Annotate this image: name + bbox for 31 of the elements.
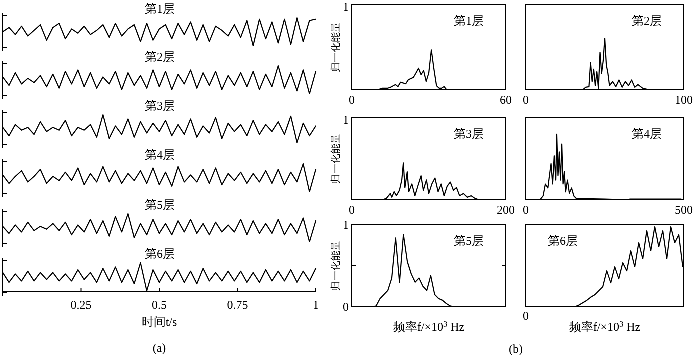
chart-title: 第6层 bbox=[145, 247, 175, 261]
y-axis-title: 归一化能量 bbox=[330, 22, 342, 72]
y-axis-title: 归一化能量 bbox=[330, 134, 342, 184]
x-tick-label: 0.25 bbox=[70, 298, 92, 312]
x-axis-title: 频率f/×10$^{3}$ Hz bbox=[569, 320, 641, 334]
chart-title: 第5层 bbox=[145, 198, 175, 212]
x-tick-label: 100 bbox=[675, 93, 693, 107]
chart-title: 第3层 bbox=[454, 127, 484, 141]
text: (b) bbox=[509, 342, 523, 356]
x-tick-label: 0 bbox=[523, 203, 529, 217]
chart-title: 第3层 bbox=[145, 99, 175, 113]
chart-title: 第4层 bbox=[632, 127, 662, 141]
x-tick-label: 0 bbox=[523, 93, 529, 107]
text: 第6层 bbox=[548, 234, 578, 248]
y-axis-title: 归一化能量 bbox=[330, 241, 342, 291]
chart-title: 第1层 bbox=[145, 2, 175, 16]
x-tick-label: 200 bbox=[497, 203, 515, 217]
x-tick-label: 500 bbox=[675, 203, 693, 217]
x-tick-label: 0.5 bbox=[152, 298, 167, 312]
text: 第5层 bbox=[454, 234, 484, 248]
text: (a) bbox=[152, 341, 166, 355]
chart-title: 第2层 bbox=[632, 14, 662, 28]
chart-title: 第2层 bbox=[145, 50, 175, 64]
text: 0 bbox=[523, 309, 529, 323]
x-tick-label: 1 bbox=[313, 298, 319, 312]
x-axis-title: 频率f/×10$^{3}$ Hz bbox=[393, 320, 465, 334]
x-axis-title: 时间t/s bbox=[142, 315, 178, 329]
chart-title: 第4层 bbox=[145, 148, 175, 162]
x-tick-label: 0.75 bbox=[227, 298, 248, 312]
x-tick-label: 60 bbox=[500, 93, 512, 107]
chart-title: 第1层 bbox=[454, 14, 484, 28]
